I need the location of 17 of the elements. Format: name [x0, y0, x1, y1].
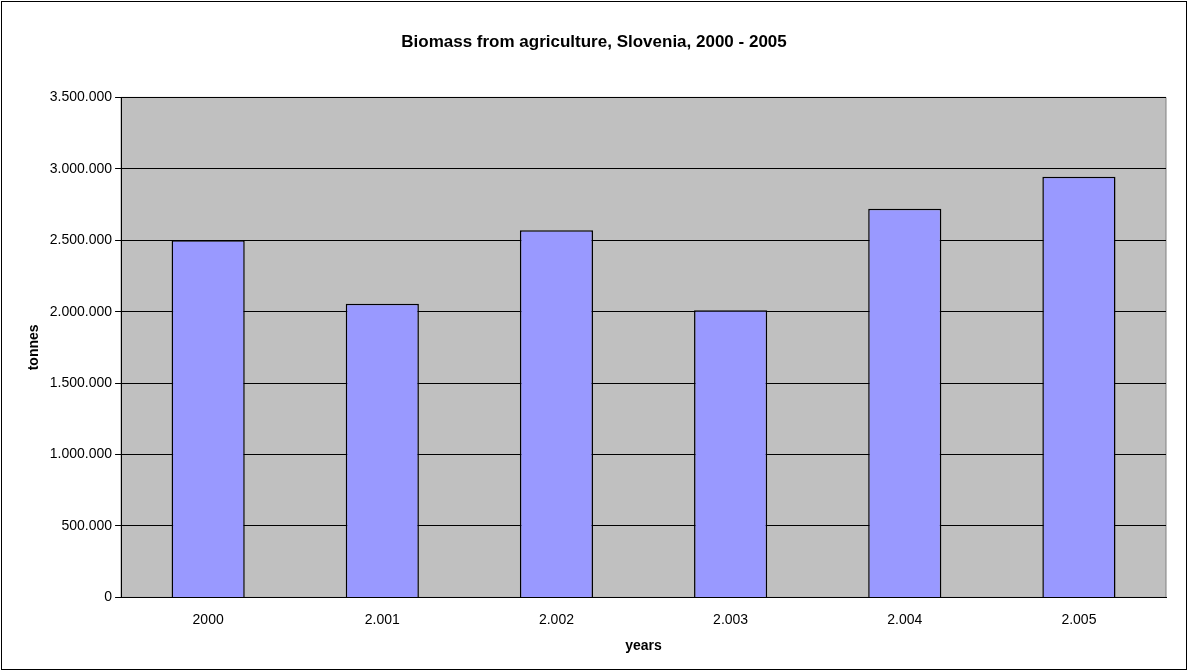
- x-tick-label: 2.003: [713, 610, 749, 627]
- y-tick-label: 2.500.000: [49, 231, 113, 248]
- x-axis-title: years: [625, 637, 663, 654]
- x-tick-label: 2.002: [538, 610, 575, 627]
- y-tick-label: 0: [104, 588, 113, 605]
- y-tick-label: 3.000.000: [49, 159, 113, 176]
- x-tick-label: 2.004: [887, 610, 923, 627]
- y-tick-label: 500.000: [61, 516, 113, 533]
- x-tick-label: 2.001: [364, 610, 401, 627]
- y-tick-label: 1.500.000: [49, 373, 113, 390]
- x-tick-label: 2000: [192, 610, 224, 627]
- y-tick-label: 1.000.000: [49, 445, 113, 462]
- y-tick-label: 3.500.000: [49, 88, 113, 105]
- y-tick-label: 2.000.000: [49, 302, 113, 319]
- chart-title: Biomass from agriculture, Slovenia, 2000 - 2005: [401, 31, 787, 51]
- y-axis-title: tonnes: [25, 324, 42, 371]
- x-tick-label: 2.005: [1061, 610, 1097, 627]
